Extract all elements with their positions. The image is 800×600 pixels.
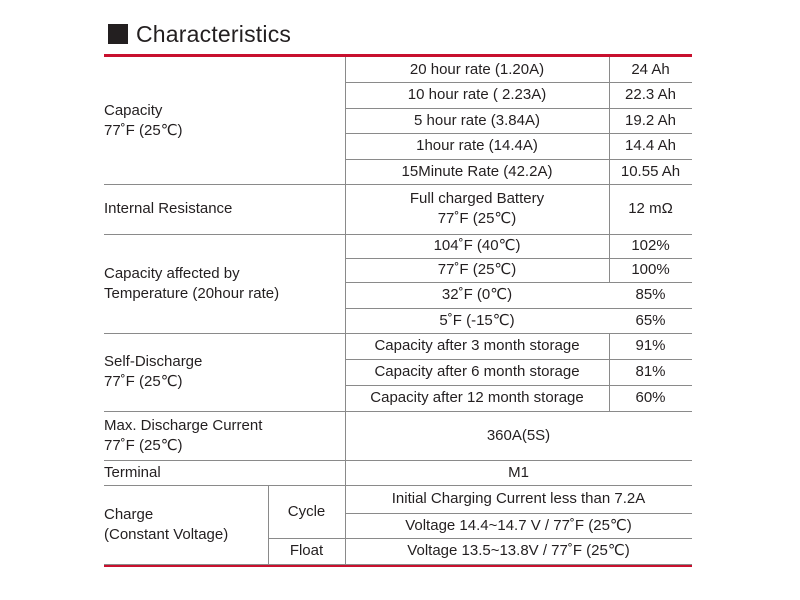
- page-title: Characteristics: [136, 20, 292, 47]
- terminal-label: Terminal: [104, 463, 161, 481]
- capacity-value: 19.2 Ah: [625, 111, 676, 129]
- internal-resistance-value: 12 mΩ: [628, 200, 673, 217]
- temperature-cond: 77˚F (25℃): [437, 261, 517, 278]
- self-discharge-cond: Capacity after 6 month storage: [374, 363, 580, 380]
- capacity-value: 22.3 Ah: [625, 86, 676, 103]
- characteristics-table: Capacity 77˚F (25℃) 20 hour rate (1.20A)…: [104, 57, 692, 565]
- self-discharge-label: Self-Discharge 77˚F (25℃): [104, 353, 203, 390]
- max-discharge-label: Max. Discharge Current 77˚F (25℃): [104, 416, 263, 454]
- self-discharge-cond: Capacity after 12 month storage: [370, 389, 584, 406]
- charge-cycle-item: Voltage 14.4~14.7 V / 77˚F (25℃): [405, 516, 632, 534]
- capacity-cond: 20 hour rate (1.20A): [409, 60, 545, 78]
- capacity-value: 14.4 Ah: [625, 137, 676, 154]
- capacity-label: Capacity 77˚F (25℃): [104, 101, 183, 139]
- charge-cycle-label: Cycle: [287, 502, 326, 520]
- sub-row-divider: [345, 258, 692, 259]
- col-divider-value-lower: [609, 333, 610, 411]
- row-divider: [104, 333, 692, 334]
- charge-cycle-item: Initial Charging Current less than 7.2A: [391, 490, 646, 507]
- charge-float-label: Float: [289, 542, 324, 559]
- internal-resistance-cond: Full charged Battery 77˚F (25℃): [409, 190, 545, 227]
- col-divider-charge: [268, 485, 269, 564]
- max-discharge-value: 360A(5S): [486, 426, 551, 444]
- internal-resistance-label: Internal Resistance: [104, 200, 233, 217]
- col-divider-value-upper: [609, 57, 610, 282]
- temperature-cond: 5˚F (-15℃): [439, 311, 515, 329]
- self-discharge-value: 91%: [635, 337, 666, 354]
- sub-row-divider: [345, 108, 692, 109]
- section-heading: Characteristics: [108, 18, 291, 50]
- sub-row-divider: [345, 308, 692, 309]
- capacity-cond: 15Minute Rate (42.2A): [401, 162, 553, 180]
- self-discharge-cond: Capacity after 3 month storage: [374, 337, 580, 354]
- temperature-value: 85%: [635, 286, 666, 303]
- charge-float-value: Voltage 13.5~13.8V / 77˚F (25℃): [407, 542, 630, 559]
- sub-row-divider: [268, 538, 692, 539]
- temperature-value: 65%: [635, 311, 666, 329]
- self-discharge-value: 81%: [635, 363, 666, 380]
- row-divider: [104, 485, 692, 486]
- temperature-cond: 104˚F (40℃): [433, 237, 521, 254]
- terminal-value: M1: [508, 463, 529, 481]
- sub-row-divider: [345, 359, 692, 360]
- sub-row-divider: [345, 159, 692, 160]
- sub-row-divider: [345, 385, 692, 386]
- row-divider: [104, 234, 692, 235]
- capacity-value: 10.55 Ah: [620, 162, 681, 180]
- row-divider: [104, 184, 692, 185]
- sub-row-divider: [345, 133, 692, 134]
- row-divider: [104, 564, 692, 565]
- temperature-value: 102%: [631, 237, 670, 254]
- sub-row-divider: [345, 513, 692, 514]
- row-divider: [104, 411, 692, 412]
- capacity-cond: 1hour rate (14.4A): [416, 137, 538, 154]
- sub-row-divider: [345, 282, 692, 283]
- heading-square-icon: [108, 24, 128, 44]
- col-divider-main: [345, 57, 346, 564]
- capacity-value: 24 Ah: [631, 60, 670, 78]
- bottom-red-rule: [104, 564, 692, 567]
- charge-label: Charge (Constant Voltage): [104, 505, 229, 543]
- temperature-cond: 32˚F (0℃): [441, 286, 513, 303]
- capacity-cond: 10 hour rate ( 2.23A): [407, 86, 547, 103]
- row-divider: [104, 460, 692, 461]
- temperature-label: Capacity affected by Temperature (20hour…: [104, 264, 280, 302]
- self-discharge-value: 60%: [635, 389, 666, 406]
- capacity-cond: 5 hour rate (3.84A): [414, 111, 540, 129]
- sub-row-divider: [345, 82, 692, 83]
- temperature-value: 100%: [631, 261, 670, 278]
- top-red-rule: [104, 54, 692, 57]
